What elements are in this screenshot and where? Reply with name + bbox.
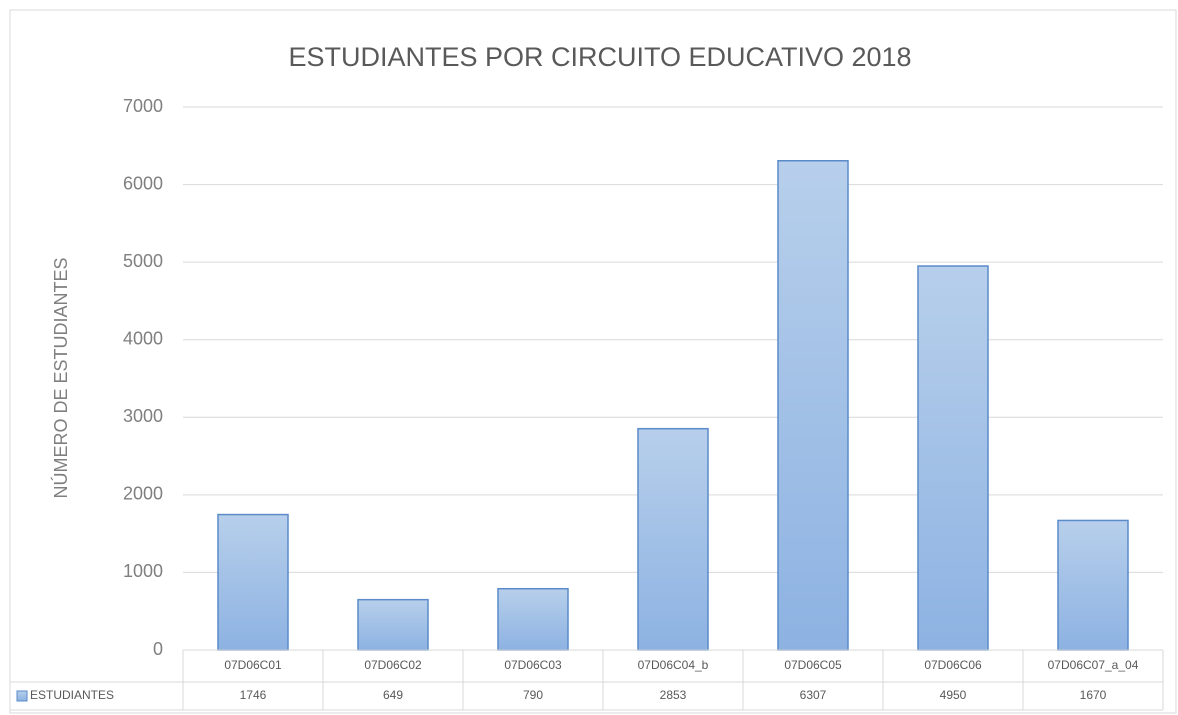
table-value: 649 bbox=[383, 688, 403, 702]
x-tick-label: 07D06C01 bbox=[224, 658, 282, 672]
x-tick-label: 07D06C04_b bbox=[638, 658, 709, 672]
chart-border bbox=[9, 9, 1177, 714]
bar bbox=[1057, 519, 1129, 651]
y-tick-label: 4000 bbox=[123, 328, 163, 348]
legend-key bbox=[16, 690, 28, 702]
table-value: 6307 bbox=[800, 688, 827, 702]
table-value: 1746 bbox=[240, 688, 267, 702]
table-value: 2853 bbox=[660, 688, 687, 702]
x-tick-label: 07D06C07_a_04 bbox=[1048, 658, 1139, 672]
x-tick-label: 07D06C03 bbox=[504, 658, 562, 672]
y-axis-label: NÚMERO DE ESTUDIANTES bbox=[50, 257, 71, 498]
table-value: 790 bbox=[523, 688, 543, 702]
bar bbox=[497, 587, 569, 651]
bar bbox=[777, 160, 849, 651]
chart-title: ESTUDIANTES POR CIRCUITO EDUCATIVO 2018 bbox=[288, 42, 911, 72]
y-tick-label: 7000 bbox=[123, 96, 163, 116]
x-tick-label: 07D06C06 bbox=[924, 658, 982, 672]
y-tick-label: 3000 bbox=[123, 406, 163, 426]
y-tick-label: 0 bbox=[153, 639, 163, 659]
legend-label: ESTUDIANTES bbox=[30, 688, 114, 702]
y-tick-label: 2000 bbox=[123, 484, 163, 504]
x-tick-label: 07D06C02 bbox=[364, 658, 422, 672]
x-tick-label: 07D06C05 bbox=[784, 658, 842, 672]
bar bbox=[217, 513, 289, 651]
y-tick-label: 5000 bbox=[123, 251, 163, 271]
table-value: 4950 bbox=[940, 688, 967, 702]
bar bbox=[357, 598, 429, 651]
bar bbox=[637, 427, 709, 651]
table-value: 1670 bbox=[1080, 688, 1107, 702]
y-tick-label: 1000 bbox=[123, 561, 163, 581]
bar bbox=[917, 265, 989, 651]
y-tick-label: 6000 bbox=[123, 173, 163, 193]
